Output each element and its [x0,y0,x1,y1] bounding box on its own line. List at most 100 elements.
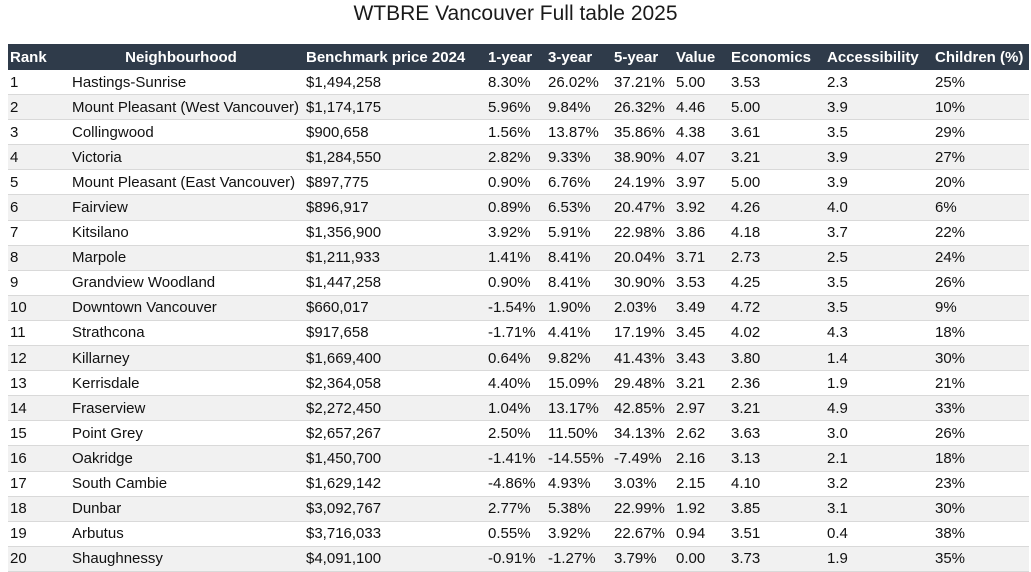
five-year-cell: 22.98% [612,220,674,246]
three-year-cell: 13.87% [546,119,612,146]
five-year-cell: 42.85% [612,395,674,422]
accessibility-cell: 3.5 [825,270,933,296]
accessibility-cell: 4.0 [825,194,933,221]
benchmark-price-cell: $917,658 [304,320,486,347]
rank-cell: 18 [8,496,58,522]
one-year-cell: 1.04% [486,395,546,422]
five-year-cell: 20.47% [612,194,674,221]
table-row: 1 Hastings-Sunrise $1,494,258 8.30% 26.02% 37… [8,70,1029,96]
neighbourhood-cell: Hastings-Sunrise [58,70,304,96]
benchmark-price-cell: $897,775 [304,169,486,196]
value-cell: 4.07 [674,144,729,171]
five-year-cell: 2.03% [612,295,674,321]
rank-cell: 16 [8,445,58,472]
header-benchmark-price: Benchmark price 2024 [304,44,486,70]
value-cell: 3.49 [674,295,729,321]
neighbourhood-cell: Oakridge [58,445,304,472]
children-cell: 26% [933,270,1029,296]
neighbourhood-cell: Arbutus [58,521,304,547]
economics-cell: 4.26 [729,194,825,221]
header-neighbourhood: Neighbourhood [58,44,304,70]
value-cell: 2.62 [674,420,729,447]
economics-cell: 3.80 [729,345,825,372]
rank-cell: 9 [8,270,58,296]
one-year-cell: 0.89% [486,194,546,221]
rank-cell: 10 [8,295,58,321]
table-row: 8 Marpole $1,211,933 1.41% 8.41% 20.04% 3.71 2.… [8,245,1029,271]
five-year-cell: 30.90% [612,270,674,296]
one-year-cell: -1.54% [486,295,546,321]
rank-cell: 15 [8,420,58,447]
five-year-cell: 3.79% [612,546,674,572]
table-body: 1 Hastings-Sunrise $1,494,258 8.30% 26.02% 37… [8,70,1029,572]
three-year-cell: 6.76% [546,169,612,196]
benchmark-price-cell: $1,356,900 [304,220,486,246]
table-row: 14 Fraserview $2,272,450 1.04% 13.17% 42.85% 2… [8,395,1029,422]
value-cell: 2.15 [674,471,729,497]
benchmark-price-cell: $896,917 [304,194,486,221]
rank-cell: 7 [8,220,58,246]
rank-cell: 19 [8,521,58,547]
economics-cell: 3.63 [729,420,825,447]
five-year-cell: 35.86% [612,119,674,146]
five-year-cell: 38.90% [612,144,674,171]
five-year-cell: 34.13% [612,420,674,447]
value-cell: 3.71 [674,245,729,271]
economics-cell: 2.36 [729,370,825,397]
benchmark-price-cell: $4,091,100 [304,546,486,572]
neighbourhood-cell: South Cambie [58,471,304,497]
rank-cell: 13 [8,370,58,397]
three-year-cell: -1.27% [546,546,612,572]
children-cell: 20% [933,169,1029,196]
table-row: 6 Fairview $896,917 0.89% 6.53% 20.47% 3.92 4.2… [8,194,1029,221]
economics-cell: 2.73 [729,245,825,271]
rank-cell: 12 [8,345,58,372]
value-cell: 1.92 [674,496,729,522]
economics-cell: 3.73 [729,546,825,572]
accessibility-cell: 2.1 [825,445,933,472]
accessibility-cell: 2.3 [825,70,933,96]
neighbourhood-cell: Downtown Vancouver [58,295,304,321]
five-year-cell: 22.99% [612,496,674,522]
benchmark-price-cell: $1,284,550 [304,144,486,171]
accessibility-cell: 0.4 [825,521,933,547]
children-cell: 27% [933,144,1029,171]
three-year-cell: 13.17% [546,395,612,422]
five-year-cell: 20.04% [612,245,674,271]
three-year-cell: 4.41% [546,320,612,347]
value-cell: 5.00 [674,70,729,96]
neighbourhood-cell: Strathcona [58,320,304,347]
economics-cell: 3.13 [729,445,825,472]
economics-cell: 3.85 [729,496,825,522]
neighbourhood-cell: Fairview [58,194,304,221]
one-year-cell: 2.77% [486,496,546,522]
neighbourhood-cell: Grandview Woodland [58,270,304,296]
five-year-cell: 24.19% [612,169,674,196]
children-cell: 22% [933,220,1029,246]
value-cell: 3.92 [674,194,729,221]
one-year-cell: 8.30% [486,70,546,96]
five-year-cell: 29.48% [612,370,674,397]
rank-cell: 4 [8,144,58,171]
benchmark-price-cell: $3,716,033 [304,521,486,547]
three-year-cell: 8.41% [546,270,612,296]
neighbourhood-cell: Collingwood [58,119,304,146]
three-year-cell: 9.84% [546,94,612,121]
header-1-year: 1-year [486,44,546,70]
accessibility-cell: 1.4 [825,345,933,372]
accessibility-cell: 3.9 [825,144,933,171]
children-cell: 33% [933,395,1029,422]
children-cell: 9% [933,295,1029,321]
three-year-cell: 1.90% [546,295,612,321]
one-year-cell: 1.56% [486,119,546,146]
economics-cell: 3.21 [729,144,825,171]
benchmark-price-cell: $1,211,933 [304,245,486,271]
accessibility-cell: 1.9 [825,546,933,572]
benchmark-price-cell: $3,092,767 [304,496,486,522]
table-title: WTBRE Vancouver Full table 2025 [353,2,678,25]
accessibility-cell: 3.5 [825,295,933,321]
table-row: 20 Shaughnessy $4,091,100 -0.91% -1.27% 3.79%… [8,546,1029,572]
economics-cell: 3.21 [729,395,825,422]
one-year-cell: 0.90% [486,270,546,296]
table-row: 2 Mount Pleasant (West Vancouver) $1,174,1… [8,94,1029,121]
